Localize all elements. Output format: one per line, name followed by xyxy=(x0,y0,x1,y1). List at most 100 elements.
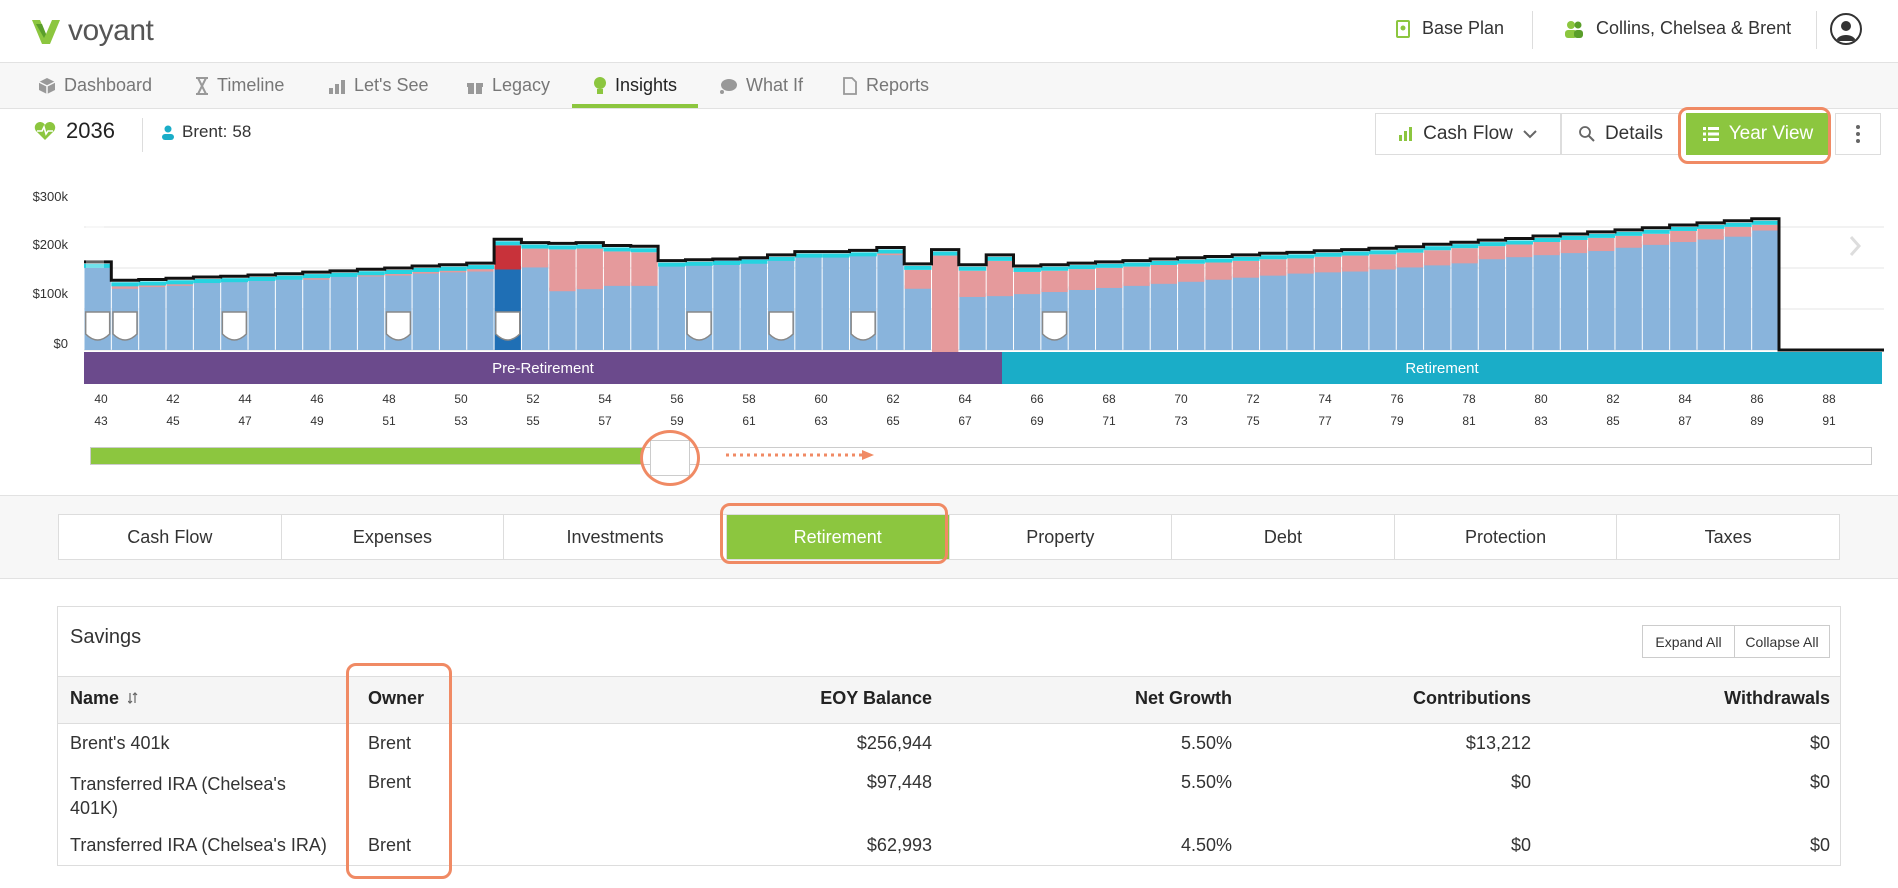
age-tick-label: 65 xyxy=(886,414,900,428)
annotation-arrow xyxy=(726,450,874,460)
row-contributions: $0 xyxy=(1510,835,1531,855)
bar-shortfall xyxy=(467,269,494,272)
row-name[interactable]: Transferred IRA (Chelsea's IRA) xyxy=(70,835,327,855)
row-name[interactable]: Brent's 401k xyxy=(70,733,170,753)
header-divider xyxy=(1532,11,1533,49)
bar-savings xyxy=(193,280,221,350)
column-header-net-growth[interactable]: Net Growth xyxy=(1135,688,1232,708)
nav-reports[interactable]: Reports xyxy=(842,63,929,108)
bar-shortfall xyxy=(1478,246,1506,260)
row-balance: $256,944 xyxy=(856,733,932,753)
client-selector[interactable]: Collins, Chelsea & Brent xyxy=(1564,18,1791,39)
lightbulb-icon xyxy=(593,76,606,94)
nav-timeline[interactable]: Timeline xyxy=(195,63,284,108)
details-label: Details xyxy=(1604,123,1664,144)
year-view-button[interactable]: Year View xyxy=(1686,113,1830,155)
row-name[interactable]: Transferred IRA (Chelsea's 401K) xyxy=(70,774,286,818)
income-line-segment xyxy=(193,279,221,284)
column-header-name[interactable]: Name xyxy=(70,688,138,709)
base-plan-button[interactable]: Base Plan xyxy=(1396,18,1504,39)
row-owner: Brent xyxy=(368,772,412,792)
savings-title: Savings xyxy=(70,626,142,648)
hourglass-icon xyxy=(196,76,208,95)
column-header-owner[interactable]: Owner xyxy=(368,688,425,708)
tab-expenses[interactable]: Expenses xyxy=(282,515,505,559)
column-header-withdrawals[interactable]: Withdrawals xyxy=(1724,688,1830,708)
income-line-segment xyxy=(576,244,604,249)
tab-protection[interactable]: Protection xyxy=(1395,515,1618,559)
age-tick-label: 69 xyxy=(1030,414,1044,428)
tab-investments[interactable]: Investments xyxy=(504,515,727,559)
bar-savings xyxy=(822,254,849,350)
account-icon[interactable] xyxy=(1830,13,1862,45)
age-tick-label: 66 xyxy=(1030,392,1044,406)
age-tick-label: 44 xyxy=(238,392,252,406)
tab-taxes[interactable]: Taxes xyxy=(1704,526,1752,547)
income-line-segment xyxy=(658,262,686,267)
tab-cash-flow[interactable]: Cash Flow xyxy=(59,515,282,559)
income-line-segment xyxy=(1532,238,1561,243)
bar-shortfall xyxy=(166,284,193,286)
nav-reports-label: Reports xyxy=(866,75,930,95)
bar-shortfall xyxy=(412,271,439,274)
age-tick-label: 67 xyxy=(958,414,972,428)
age-tick-label: 76 xyxy=(1390,392,1404,406)
tab-debt[interactable]: Debt xyxy=(1172,515,1395,559)
voyant-logo[interactable]: voyant xyxy=(30,14,154,48)
chart-next-arrow[interactable] xyxy=(1846,224,1864,268)
bar-savings xyxy=(1642,241,1670,350)
bar-shortfall xyxy=(111,286,139,289)
income-line-segment xyxy=(1423,246,1451,251)
nav-insights[interactable]: Insights xyxy=(572,63,698,108)
nav-legacy[interactable]: Legacy xyxy=(466,63,550,108)
event-marker-icon xyxy=(112,311,138,341)
bar-savings xyxy=(1396,263,1424,350)
bar-savings xyxy=(877,251,904,350)
bar-savings xyxy=(439,268,467,350)
nav-dashboard[interactable]: Dashboard xyxy=(38,63,152,108)
age-tick-label: 86 xyxy=(1750,392,1764,406)
income-line-segment xyxy=(1259,255,1287,260)
bar-savings xyxy=(1724,233,1752,350)
age-tick-label: 64 xyxy=(958,392,972,406)
bar-savings xyxy=(1451,259,1478,350)
event-marker-icon xyxy=(221,311,248,341)
collapse-all-button[interactable]: Collapse All xyxy=(1734,625,1830,658)
income-line-segment xyxy=(384,270,413,274)
age-tick-label: 72 xyxy=(1246,392,1260,406)
income-line-segment xyxy=(412,267,440,272)
bar-savings xyxy=(275,277,303,350)
income-line-segment xyxy=(1177,259,1205,264)
bar-shortfall xyxy=(1451,248,1478,264)
income-line-segment xyxy=(466,265,495,270)
nav-lets-see[interactable]: Let's See xyxy=(328,63,429,108)
income-line-segment xyxy=(1642,229,1670,234)
tab-retirement[interactable]: Retirement xyxy=(726,515,950,559)
income-line-segment xyxy=(849,252,877,257)
timeline-slider-track[interactable] xyxy=(90,447,1872,465)
cashflow-dropdown[interactable]: Cash Flow xyxy=(1375,113,1561,155)
more-options-button[interactable] xyxy=(1835,113,1881,155)
chart-prev-arrow[interactable] xyxy=(86,224,104,268)
cashflow-chart[interactable] xyxy=(84,170,1884,386)
column-header-name-label: Name xyxy=(70,688,120,708)
bar-shortfall xyxy=(1314,256,1342,273)
heart-pulse-icon xyxy=(34,122,56,140)
expand-all-button[interactable]: Expand All xyxy=(1642,625,1735,658)
nav-lets-see-label: Let's See xyxy=(354,75,429,95)
nav-what-if[interactable]: What If xyxy=(718,63,803,108)
age-tick-label: 70 xyxy=(1174,392,1188,406)
chevron-right-icon xyxy=(1849,236,1861,256)
bar-savings xyxy=(986,292,1014,350)
bar-shortfall xyxy=(877,253,904,256)
tab-property[interactable]: Property xyxy=(950,515,1173,559)
column-header-eoy-balance[interactable]: EOY Balance xyxy=(820,688,932,708)
income-line-segment xyxy=(1478,242,1506,247)
bar-savings xyxy=(1615,244,1642,350)
bar-savings xyxy=(1342,268,1369,350)
bar-savings xyxy=(1478,255,1506,350)
income-line-segment xyxy=(439,266,467,271)
bar-savings xyxy=(603,282,631,350)
column-header-contributions[interactable]: Contributions xyxy=(1413,688,1531,708)
details-button[interactable]: Details xyxy=(1561,113,1681,155)
